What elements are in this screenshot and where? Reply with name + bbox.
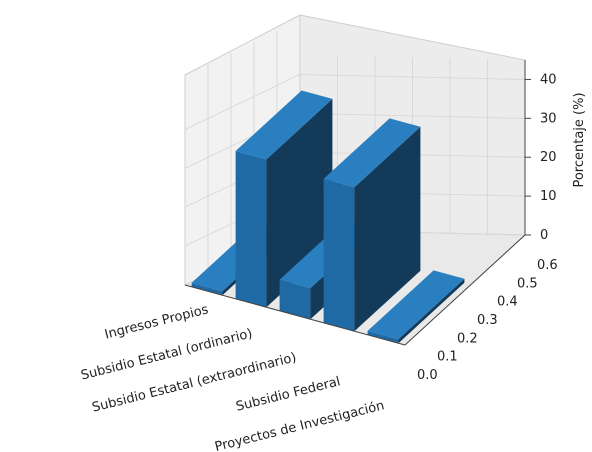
y-tick-label: 0.4 [497,295,518,310]
y-tick-label: 0.5 [517,276,538,291]
y-tick-label: 0.6 [537,258,558,273]
z-tick-label: 10 [540,189,557,204]
z-tick-labels: 0 10 20 30 40 [525,72,557,243]
z-tick-label: 30 [540,111,557,126]
bar-top [367,270,465,340]
bar-front [235,151,267,308]
y-tick-label: 0.2 [457,331,478,346]
bar-front [367,330,399,344]
y-tick-label: 0.0 [417,368,438,383]
z-axis-label: Porcentaje (%) [572,92,587,187]
x-tick-label: Subsidio Federal [235,374,342,414]
bar-top [235,90,333,160]
y-tick-labels: 0.0 0.1 0.2 0.3 0.4 0.5 0.6 [417,258,558,383]
bars [191,90,465,344]
bar-front [323,178,355,332]
y-tick-label: 0.1 [437,350,458,365]
bar-side [354,126,421,332]
bar-top [323,118,421,188]
bar-side [398,278,465,344]
x-axis-line [184,284,406,346]
grid-line [184,73,301,130]
y-axis-line [404,234,526,346]
z-tick-label: 40 [540,72,557,87]
x-tick-label: Ingresos Propios [103,302,210,342]
bar-front [191,282,223,296]
y-tick-label: 0.3 [477,313,498,328]
bar-front [279,279,311,320]
z-tick-label: 0 [540,228,548,243]
z-tick-label: 20 [540,150,557,165]
